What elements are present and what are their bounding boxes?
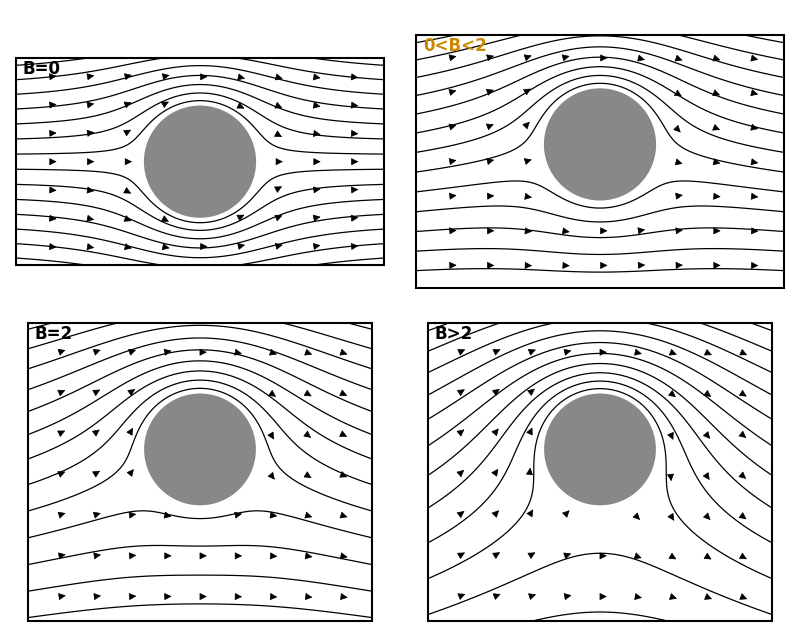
Circle shape	[142, 104, 258, 219]
Circle shape	[542, 392, 658, 507]
Text: B=0: B=0	[23, 60, 61, 78]
Circle shape	[142, 392, 258, 507]
Text: 0<B<2: 0<B<2	[423, 37, 486, 55]
Text: B=2: B=2	[35, 325, 73, 344]
Circle shape	[542, 87, 658, 202]
Text: B>2: B>2	[435, 325, 474, 344]
